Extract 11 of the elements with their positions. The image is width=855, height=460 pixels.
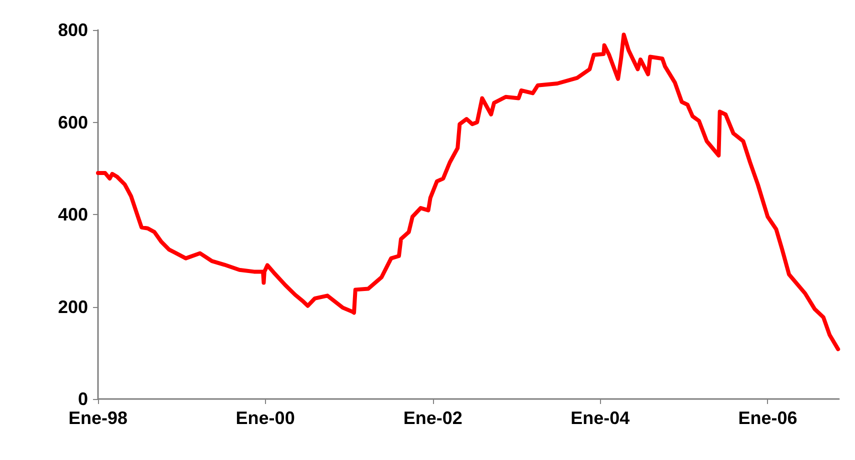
x-tick-label: Ene-98 (68, 408, 128, 428)
y-tick-label: 200 (58, 296, 88, 317)
y-tick-label: 0 (78, 389, 88, 409)
x-tick-label: Ene-06 (738, 408, 798, 428)
x-tick-label: Ene-02 (403, 408, 462, 428)
y-tick-label: 800 (58, 20, 88, 40)
y-tick-label: 600 (58, 112, 88, 132)
line-series (96, 32, 840, 352)
y-tick-label: 400 (58, 204, 88, 224)
x-tick-label: Ene-04 (570, 408, 630, 428)
x-tick-label: Ene-00 (236, 408, 295, 428)
